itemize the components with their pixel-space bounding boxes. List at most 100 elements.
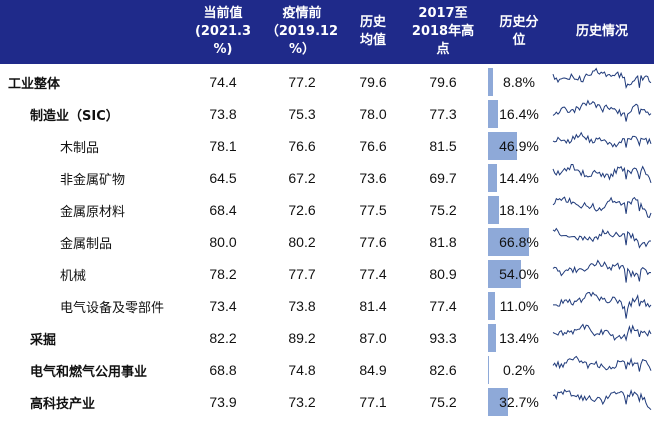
sparkline-path	[552, 259, 652, 283]
value-cell: 73.2	[288, 394, 316, 410]
history-sparkline	[552, 388, 652, 411]
value-cell: 87.0	[359, 330, 387, 346]
table-row: 金属原材料 68.4 72.6 77.5 75.2 18.1%	[0, 194, 654, 226]
history-sparkline	[552, 196, 652, 219]
value-cell: 68.4	[209, 202, 237, 218]
header-row: 当前值 (2021.3 %) 疫情前 （2019.12 %） 历史 均值 201…	[0, 0, 654, 64]
history-sparkline	[552, 164, 652, 184]
history-sparkline	[552, 323, 652, 342]
value-cell: 77.4	[429, 298, 457, 314]
value-cell: 73.8	[288, 298, 316, 314]
header-current: 当前值 (2021.3 %)	[194, 6, 252, 57]
table-row: 非金属矿物 64.5 67.2 73.6 69.7 14.4%	[0, 162, 654, 194]
percentile-label: 32.7%	[499, 394, 539, 410]
percentile-label: 8.8%	[503, 74, 535, 90]
value-cell: 72.6	[288, 202, 316, 218]
value-cell: 75.2	[429, 202, 457, 218]
value-cell: 81.8	[429, 234, 457, 250]
value-cell: 73.8	[209, 106, 237, 122]
sparkline-path	[552, 323, 652, 342]
value-cell: 77.1	[359, 394, 387, 410]
header-pre-pandemic: 疫情前 （2019.12 %）	[265, 6, 339, 57]
row-label: 金属原材料	[60, 204, 126, 220]
history-sparkline	[552, 131, 652, 148]
value-cell: 84.9	[359, 362, 387, 378]
table-row: 木制品 78.1 76.6 76.6 81.5 46.9%	[0, 130, 654, 162]
percentile-bar	[488, 292, 495, 320]
value-cell: 80.9	[429, 266, 457, 282]
row-label: 电气设备及零部件	[60, 300, 165, 316]
table-row: 制造业（SIC） 73.8 75.3 78.0 77.3 16.4%	[0, 98, 654, 130]
value-cell: 69.7	[429, 170, 457, 186]
row-label: 木制品	[60, 140, 100, 156]
history-sparkline	[553, 291, 652, 319]
sparkline-path	[552, 388, 652, 411]
value-cell: 80.2	[288, 234, 316, 250]
value-cell: 76.6	[288, 138, 316, 154]
value-cell: 64.5	[209, 170, 237, 186]
row-label: 制造业（SIC）	[30, 108, 119, 124]
value-cell: 79.6	[359, 74, 387, 90]
sparkline-path	[552, 227, 651, 249]
percentile-label: 16.4%	[499, 106, 539, 122]
value-cell: 77.6	[359, 234, 387, 250]
value-cell: 68.8	[209, 362, 237, 378]
row-label: 金属制品	[60, 236, 113, 252]
value-cell: 77.5	[359, 202, 387, 218]
value-cell: 78.0	[359, 106, 387, 122]
table-row: 电气和燃气公用事业 68.8 74.8 84.9 82.6 0.2%	[0, 354, 654, 386]
row-label: 机械	[60, 268, 87, 284]
header-percentile: 历史分 位	[499, 15, 539, 48]
percentile-bar	[488, 132, 518, 160]
row-label: 采掘	[30, 332, 57, 348]
history-sparkline	[552, 67, 652, 90]
value-cell: 77.3	[429, 106, 457, 122]
row-label: 高科技产业	[30, 396, 96, 412]
percentile-label: 18.1%	[499, 202, 539, 218]
percentile-bar	[488, 68, 494, 96]
value-cell: 81.5	[429, 138, 457, 154]
value-cell: 80.0	[209, 234, 237, 250]
value-cell: 75.3	[288, 106, 316, 122]
value-cell: 93.3	[429, 330, 457, 346]
row-label: 非金属矿物	[60, 172, 126, 188]
percentile-bar	[488, 388, 509, 416]
percentile-label: 13.4%	[499, 330, 539, 346]
sparkline-path	[552, 131, 652, 148]
percentile-label: 0.2%	[503, 362, 535, 378]
history-sparkline	[552, 355, 652, 372]
value-cell: 78.2	[209, 266, 237, 282]
value-cell: 77.4	[359, 266, 387, 282]
sparkline-path	[552, 196, 652, 219]
percentile-bar	[488, 324, 497, 352]
percentile-label: 14.4%	[499, 170, 539, 186]
percentile-label: 66.8%	[499, 234, 539, 250]
value-cell: 82.6	[429, 362, 457, 378]
percentile-bar	[488, 228, 530, 256]
percentile-bar	[488, 356, 489, 384]
value-cell: 74.8	[288, 362, 316, 378]
row-label: 电气和燃气公用事业	[30, 364, 148, 380]
percentile-label: 54.0%	[499, 266, 539, 282]
header-history: 历史情况	[575, 24, 628, 39]
value-cell: 78.1	[209, 138, 237, 154]
table-row: 采掘 82.2 89.2 87.0 93.3 13.4%	[0, 322, 654, 354]
row-label: 工业整体	[8, 76, 61, 92]
header-2017-2018-high: 2017至 2018年高 点	[411, 6, 475, 57]
sparkline-path	[552, 355, 652, 372]
value-cell: 67.2	[288, 170, 316, 186]
value-cell: 89.2	[288, 330, 316, 346]
history-sparkline	[552, 227, 651, 249]
percentile-bar	[488, 196, 500, 224]
value-cell: 77.7	[288, 266, 316, 282]
value-cell: 79.6	[429, 74, 457, 90]
table-row: 机械 78.2 77.7 77.4 80.9 54.0%	[0, 258, 654, 290]
percentile-bar	[488, 100, 499, 128]
value-cell: 73.9	[209, 394, 237, 410]
header-historical-mean: 历史 均值	[359, 15, 386, 48]
history-sparkline	[552, 259, 652, 283]
value-cell: 73.6	[359, 170, 387, 186]
sparkline-path	[552, 164, 652, 184]
value-cell: 73.4	[209, 298, 237, 314]
